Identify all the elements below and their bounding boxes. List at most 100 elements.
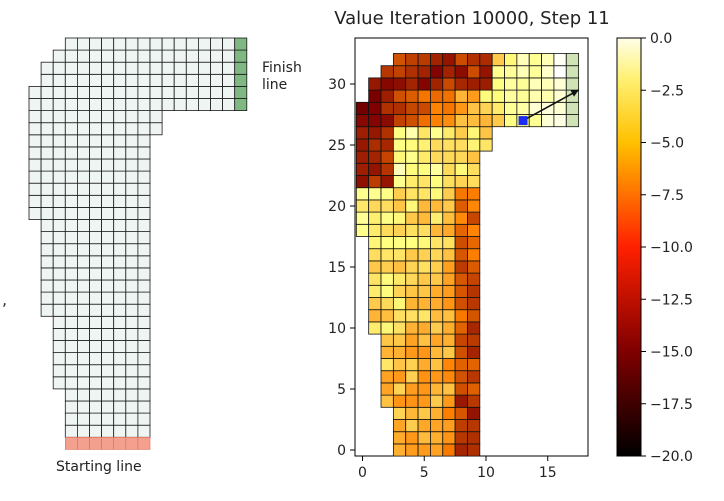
heatmap-cell <box>553 53 567 67</box>
heatmap-cell <box>467 431 481 445</box>
heatmap-cell <box>442 321 456 335</box>
heatmap-cell <box>442 114 456 128</box>
track-cell <box>52 231 66 245</box>
heatmap-cell <box>442 394 456 408</box>
track-cell <box>28 98 42 112</box>
finish-cell <box>234 61 248 75</box>
heatmap-cell <box>355 126 370 140</box>
heatmap-cell <box>454 77 468 91</box>
track-cell <box>89 376 103 390</box>
heatmap-cell <box>368 150 382 164</box>
track-cell <box>28 158 42 172</box>
track-cell <box>40 255 54 269</box>
track-cell <box>125 146 139 160</box>
heatmap-cell <box>454 431 468 445</box>
track-cell <box>161 86 175 99</box>
track-cell <box>89 158 103 172</box>
heatmap-cell <box>541 114 555 128</box>
heatmap-cell <box>442 236 456 250</box>
track-cell <box>89 37 103 51</box>
heatmap-cell <box>442 333 456 347</box>
track-cell <box>64 243 78 257</box>
heatmap-cell <box>467 114 481 128</box>
heatmap-cell <box>417 223 431 237</box>
heatmap-cell <box>454 394 468 408</box>
heatmap-chart: Value Iteration 10000, Step 11 0 5 10 15 0 5… <box>328 8 610 481</box>
track-cell <box>40 182 54 196</box>
heatmap-cell <box>405 431 419 445</box>
track-cell <box>210 49 224 63</box>
track-cell <box>222 37 236 51</box>
track-cell <box>173 49 187 63</box>
track-cell <box>137 219 151 233</box>
track-cell <box>125 73 139 87</box>
track-cell <box>185 86 199 99</box>
heatmap-cell <box>454 65 468 79</box>
heatmap-cell <box>392 101 407 115</box>
heatmap-cell <box>417 162 431 176</box>
track-cell <box>101 134 115 148</box>
heatmap-cell <box>553 101 567 115</box>
heatmap-cell <box>380 223 394 237</box>
track-cell <box>125 352 139 366</box>
heatmap-cell <box>392 370 407 384</box>
track-cell <box>89 315 103 329</box>
start-cell <box>125 436 139 450</box>
track-cell <box>64 98 78 112</box>
heatmap-cell <box>516 89 530 103</box>
track-cell <box>77 255 90 269</box>
track-cell <box>52 146 66 160</box>
heatmap-cell <box>392 272 407 286</box>
track-cell <box>101 194 115 208</box>
track-cell <box>113 412 127 426</box>
track-cell <box>77 388 90 402</box>
heatmap-cell <box>405 333 419 347</box>
heatmap-cell <box>417 77 431 91</box>
heatmap-cell <box>430 211 444 225</box>
heatmap-cell <box>392 175 407 189</box>
heatmap-cell <box>442 431 456 445</box>
track-cell <box>101 291 115 305</box>
heatmap-cell <box>380 211 394 225</box>
track-cell <box>52 279 66 293</box>
heatmap-cell <box>405 150 419 164</box>
heatmap-cell <box>467 260 481 274</box>
track-cell <box>101 388 115 402</box>
heatmap-cell <box>479 114 493 128</box>
track-cell <box>125 206 139 220</box>
track-cell <box>125 182 139 196</box>
track-cell <box>113 134 127 148</box>
track-cell <box>125 61 139 75</box>
track-cell <box>137 388 151 402</box>
heatmap-cell <box>368 89 382 103</box>
heatmap-cell <box>417 284 431 298</box>
heatmap-cell <box>405 284 419 298</box>
heatmap-cell <box>442 211 456 225</box>
track-cell <box>89 110 103 124</box>
track-cell <box>125 255 139 269</box>
heatmap-cell <box>380 101 394 115</box>
track-cell <box>101 182 115 196</box>
heatmap-cell <box>380 114 394 128</box>
heatmap-cell <box>417 101 431 115</box>
heatmap-cell <box>417 211 431 225</box>
heatmap-cell <box>454 175 468 189</box>
track-cell <box>52 243 66 257</box>
start-cell <box>89 436 102 450</box>
track-cell <box>64 255 78 269</box>
track-cell <box>101 37 115 51</box>
heatmap-cell <box>454 358 468 372</box>
heatmap-cell <box>442 345 456 359</box>
heatmap-cell <box>504 77 518 91</box>
heatmap-cell <box>454 162 468 176</box>
heatmap-cell <box>368 321 382 335</box>
track-cell <box>161 49 175 63</box>
track-cell <box>137 315 151 329</box>
velocity-arrow <box>522 89 580 122</box>
heatmap-cell <box>405 175 419 189</box>
track-cell <box>210 73 224 87</box>
track-cell <box>64 327 78 341</box>
heatmap-cell <box>417 89 431 103</box>
colorbar-tick-label: −2.5 <box>650 83 684 99</box>
heatmap-cell <box>355 150 370 164</box>
